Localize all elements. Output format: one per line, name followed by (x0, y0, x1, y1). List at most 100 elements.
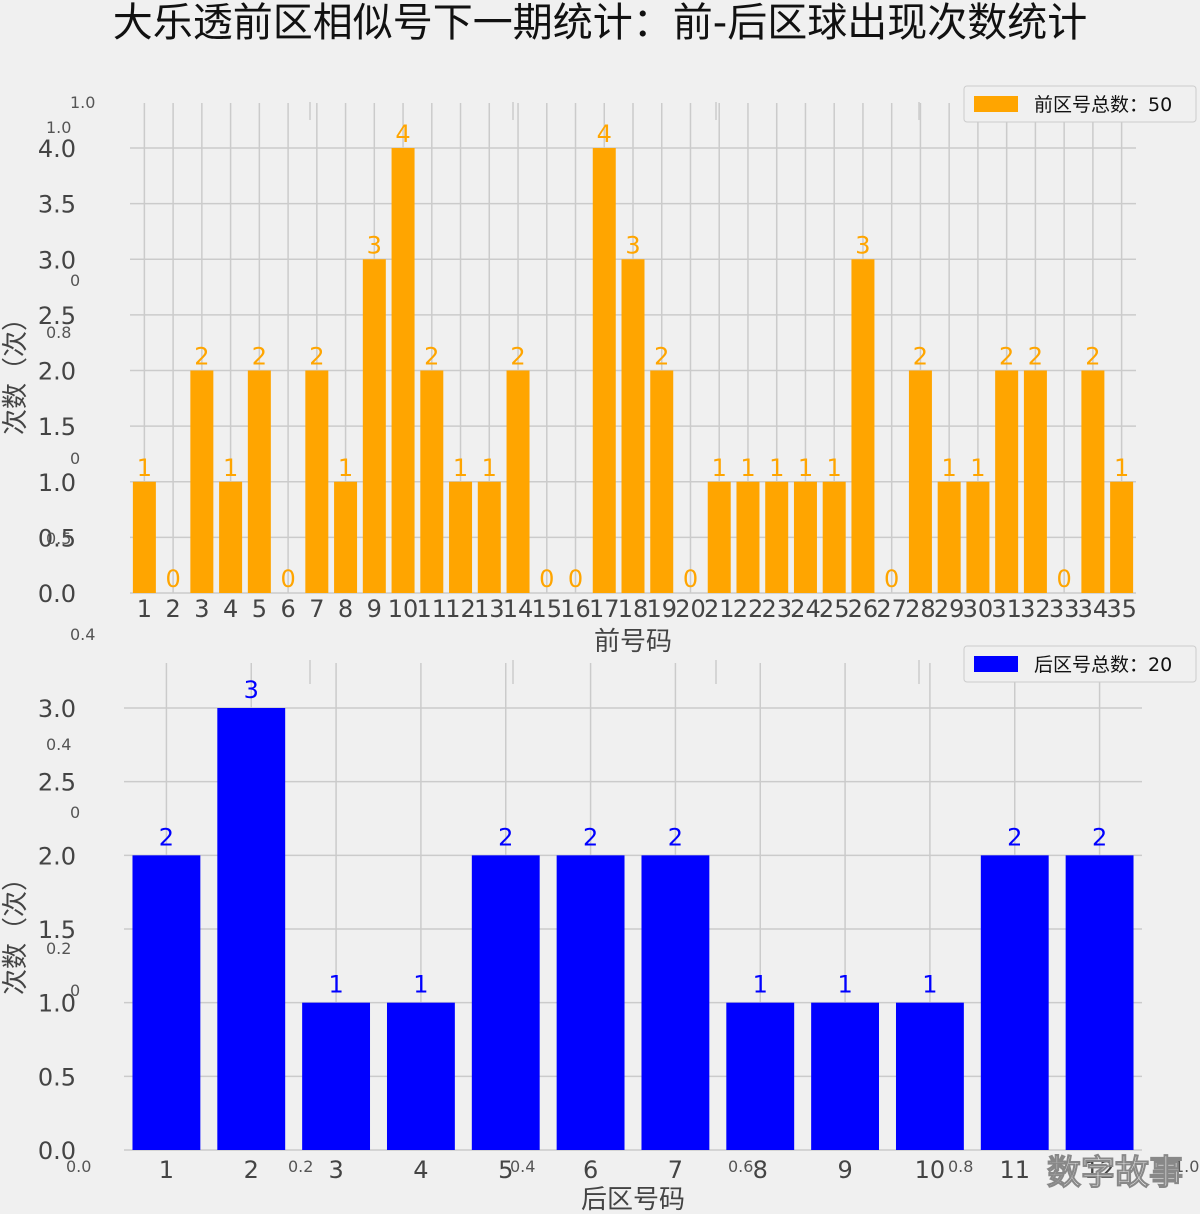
bar-5 (247, 370, 271, 593)
bar-28 (908, 370, 932, 593)
x-tick-label: 2 (244, 1156, 259, 1184)
bar-value-label: 0 (165, 565, 180, 593)
bar-value-label: 1 (837, 971, 852, 999)
x-tick-label: 29 (934, 595, 965, 623)
ghost-tick-label: 0 (70, 449, 80, 468)
bar-value-label: 0 (280, 565, 295, 593)
bar-35 (1110, 481, 1134, 593)
x-tick-label: 11 (999, 1156, 1030, 1184)
bar-value-label: 0 (1057, 565, 1072, 593)
x-tick-label: 3 (328, 1156, 343, 1184)
x-tick-label: 27 (876, 595, 907, 623)
ghost-tick-label: 0.8 (948, 1157, 973, 1176)
ghost-tick-label: 0 (70, 271, 80, 290)
bar-9 (362, 259, 386, 593)
legend-box (963, 645, 1197, 683)
bar-value-label: 1 (753, 971, 768, 999)
y-tick-label: 3.5 (38, 191, 76, 219)
bar-5 (471, 855, 540, 1150)
ghost-tick-label: 1.0 (70, 93, 95, 112)
bar-4 (219, 481, 243, 593)
ghost-tick-label: 0 (70, 803, 80, 822)
bar-value-label: 2 (1028, 343, 1043, 371)
bar-7 (305, 370, 329, 593)
x-tick-label: 15 (531, 595, 562, 623)
bar-25 (822, 481, 846, 593)
x-tick-label: 35 (1106, 595, 1137, 623)
bar-value-label: 2 (654, 343, 669, 371)
bar-value-label: 2 (309, 343, 324, 371)
bar-value-label: 2 (252, 343, 267, 371)
bar-value-label: 1 (482, 454, 497, 482)
x-tick-label: 7 (309, 595, 324, 623)
ghost-tick-label: 0.0 (66, 1157, 91, 1176)
bar-value-label: 2 (498, 823, 513, 851)
y-tick-label: 3.0 (38, 695, 76, 723)
legend-label: 后区号总数：20 (1034, 654, 1172, 676)
bar-value-label: 2 (424, 343, 439, 371)
bar-value-label: 2 (1092, 823, 1107, 851)
bar-30 (966, 481, 990, 593)
x-tick-label: 14 (503, 595, 534, 623)
bar-value-label: 1 (328, 971, 343, 999)
x-tick-label: 24 (790, 595, 821, 623)
watermark-text: 数字故事 (1047, 1153, 1183, 1193)
y-tick-label: 1.5 (38, 413, 76, 441)
ghost-tick-label: 0.4 (510, 1157, 535, 1176)
bar-1 (132, 481, 156, 593)
bar-value-label: 0 (683, 565, 698, 593)
bar-29 (937, 481, 961, 593)
bar-value-label: 0 (539, 565, 554, 593)
x-tick-label: 30 (963, 595, 994, 623)
x-tick-label: 16 (560, 595, 591, 623)
bar-24 (793, 481, 817, 593)
x-tick-label: 28 (905, 595, 936, 623)
y-tick-label: 3.0 (38, 246, 76, 274)
ghost-tick-label: 0.6 (728, 1157, 753, 1176)
bar-32 (1023, 370, 1047, 593)
bar-4 (386, 1002, 455, 1150)
y-axis-label: 次数（次） (1, 305, 31, 435)
bar-11 (980, 855, 1049, 1150)
x-tick-label: 9 (367, 595, 382, 623)
bar-value-label: 0 (884, 565, 899, 593)
legend-label: 前区号总数：50 (1034, 94, 1172, 116)
y-tick-label: 2.5 (38, 769, 76, 797)
y-tick-label: 0.0 (38, 1137, 76, 1165)
y-tick-label: 2.0 (38, 358, 76, 386)
y-tick-label: 0.5 (38, 524, 76, 552)
bar-23 (765, 481, 789, 593)
ghost-tick-label: 0.2 (46, 939, 71, 958)
bar-31 (995, 370, 1019, 593)
bar-value-label: 1 (942, 454, 957, 482)
bar-value-label: 1 (453, 454, 468, 482)
x-tick-label: 12 (1084, 1156, 1115, 1184)
bar-value-label: 1 (740, 454, 755, 482)
x-tick-label: 18 (618, 595, 649, 623)
x-tick-label: 6 (583, 1156, 598, 1184)
ghost-tick-label: 0.4 (46, 735, 71, 754)
x-tick-label: 5 (498, 1156, 513, 1184)
x-tick-label: 13 (474, 595, 505, 623)
x-tick-label: 2 (165, 595, 180, 623)
ghost-tick-label: 0.8 (46, 323, 71, 342)
bar-34 (1081, 370, 1105, 593)
x-tick-label: 8 (338, 595, 353, 623)
bar-22 (736, 481, 760, 593)
bar-6 (556, 855, 625, 1150)
bar-10 (895, 1002, 964, 1150)
legend-swatch (974, 656, 1018, 672)
x-tick-label: 23 (761, 595, 792, 623)
legend-box (963, 85, 1197, 123)
bar-value-label: 1 (223, 454, 238, 482)
legend-swatch (974, 96, 1018, 112)
bar-12 (1065, 855, 1134, 1150)
bar-3 (302, 1002, 371, 1150)
ghost-tick-label: 0 (70, 981, 80, 1000)
bar-value-label: 1 (413, 971, 428, 999)
bar-value-label: 0 (568, 565, 583, 593)
x-tick-label: 3 (194, 595, 209, 623)
x-tick-label: 4 (223, 595, 238, 623)
x-tick-label: 10 (388, 595, 419, 623)
bar-value-label: 2 (999, 343, 1014, 371)
